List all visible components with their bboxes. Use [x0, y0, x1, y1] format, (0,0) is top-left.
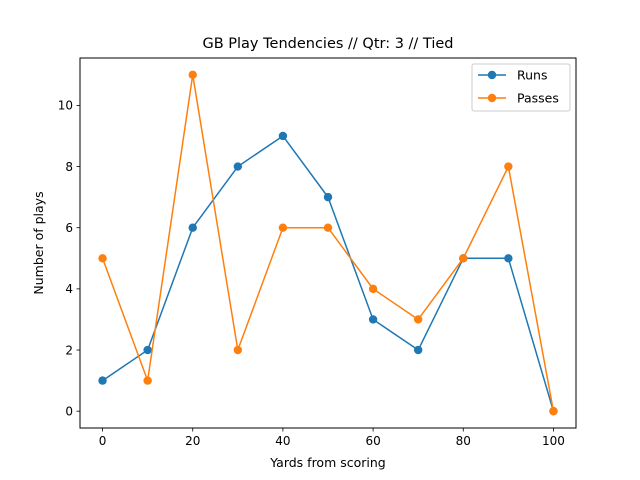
series-passes-point — [368, 284, 378, 294]
series-passes-point — [323, 223, 333, 232]
series-runs-point — [188, 223, 197, 232]
series-passes-point — [188, 70, 197, 80]
x-tick-label: 0 — [99, 434, 107, 448]
y-axis-label: Number of plays — [31, 191, 46, 294]
series-runs-point — [233, 162, 243, 171]
series-runs-point — [143, 345, 152, 355]
series-runs-point — [278, 131, 288, 141]
series-passes — [98, 70, 558, 416]
y-tick-label: 10 — [58, 99, 73, 113]
series-passes-point — [549, 406, 558, 416]
x-axis: 0 20 40 60 80 100 — [99, 428, 565, 448]
x-tick-label: 100 — [542, 434, 565, 448]
legend-label-runs: Runs — [517, 68, 547, 83]
x-tick-label: 80 — [456, 434, 471, 448]
x-tick-label: 40 — [275, 434, 290, 448]
y-axis: 0 2 4 6 8 10 — [58, 99, 80, 418]
series-passes-point — [459, 254, 468, 263]
y-tick-label: 2 — [65, 343, 73, 357]
series-layer — [98, 70, 558, 416]
y-tick-label: 0 — [65, 404, 73, 418]
legend-swatch-runs-marker — [487, 70, 497, 80]
legend: Runs Passes — [471, 63, 571, 112]
series-passes-point — [233, 345, 243, 355]
chart-title: GB Play Tendencies // Qtr: 3 // Tied — [202, 36, 453, 52]
series-runs-point — [368, 315, 378, 324]
legend-label-passes: Passes — [517, 91, 559, 106]
y-tick-label: 4 — [65, 282, 73, 296]
series-runs-point — [413, 345, 423, 355]
series-passes-line — [101, 74, 555, 412]
series-runs — [98, 131, 558, 416]
y-tick-label: 8 — [65, 160, 73, 174]
legend-swatch-passes-marker — [487, 93, 497, 103]
series-passes-point — [98, 254, 107, 263]
series-passes-point — [143, 376, 152, 385]
x-tick-label: 60 — [365, 434, 380, 448]
series-passes-point — [278, 223, 288, 232]
x-tick-label: 20 — [185, 434, 200, 448]
series-runs-point — [98, 376, 107, 385]
series-passes-point — [413, 315, 423, 324]
x-axis-label: Yards from scoring — [269, 455, 385, 470]
y-tick-label: 6 — [65, 221, 73, 235]
series-runs-point — [504, 254, 513, 263]
series-passes-point — [504, 162, 513, 171]
series-runs-point — [323, 192, 333, 202]
plot-frame — [79, 57, 577, 429]
series-runs-line — [102, 135, 555, 412]
